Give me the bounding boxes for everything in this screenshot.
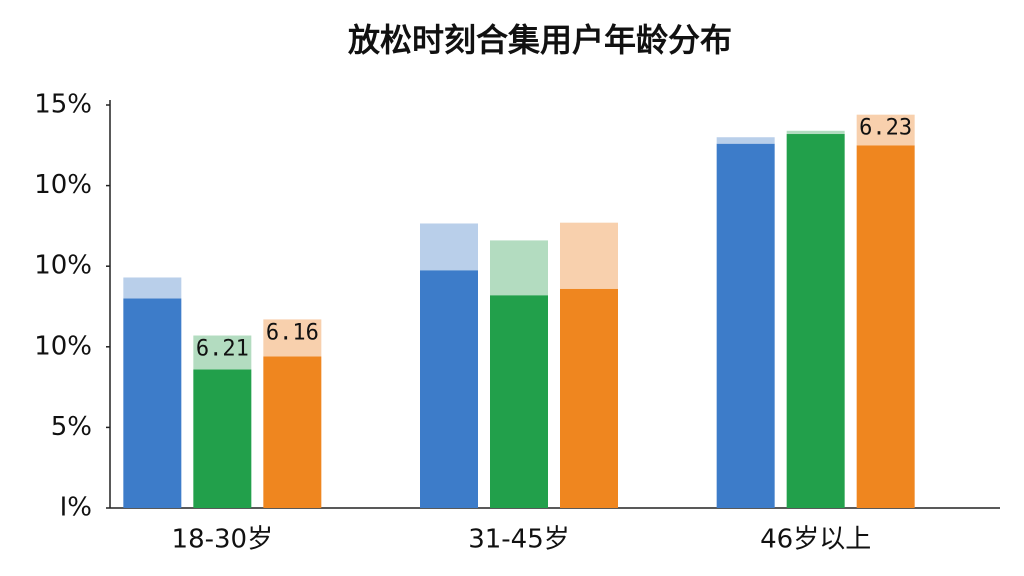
bar <box>856 145 915 509</box>
bar-extension <box>560 222 618 289</box>
bar-extension <box>786 130 845 135</box>
bar <box>193 369 252 508</box>
x-tick-label: 31-45岁 <box>468 525 570 555</box>
y-tick-label: 10% <box>34 170 92 200</box>
y-tick-label: 5% <box>51 412 92 442</box>
bar <box>716 143 775 509</box>
bar <box>786 134 845 509</box>
y-tick-label: 15% <box>34 90 92 120</box>
bar-extension <box>193 335 252 370</box>
bar-extension <box>420 223 478 271</box>
bar <box>490 295 548 508</box>
annotation: 6.16 <box>266 320 319 345</box>
bar <box>263 356 322 508</box>
bar <box>560 288 618 508</box>
chart-title: 放松时刻合集用户年龄分布 <box>348 21 732 59</box>
bar <box>123 298 182 508</box>
annotation: 6.23 <box>859 116 912 141</box>
y-tick-label: 10% <box>34 251 92 281</box>
annotation: 6.21 <box>196 337 249 362</box>
x-tick-label: 18-30岁 <box>172 525 274 555</box>
bar-extension <box>716 137 775 144</box>
bar-extension <box>263 319 322 357</box>
bar-extension <box>490 240 548 296</box>
x-tick-label: 46岁以上 <box>760 525 871 555</box>
y-tick-label: 10% <box>34 331 92 361</box>
y-tick-label: I% <box>60 493 92 523</box>
bar <box>420 270 478 508</box>
bar-extension <box>123 277 182 299</box>
bar-extension <box>856 114 915 146</box>
